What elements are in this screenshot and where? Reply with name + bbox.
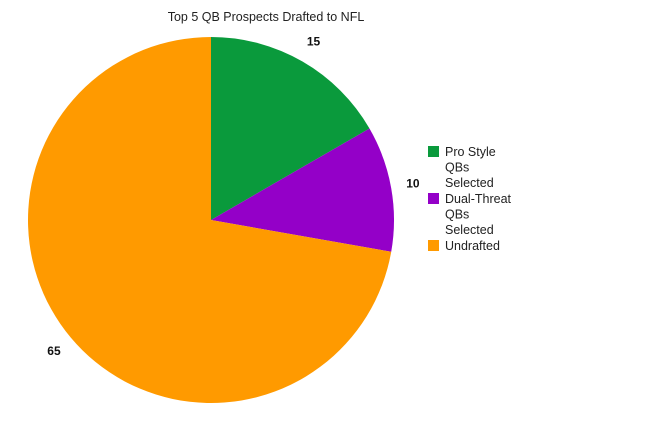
legend-entry-1: Pro Style QBs Selected (428, 145, 496, 190)
legend-label-line: Selected (445, 223, 494, 237)
pie-data-labels: 15 10 65 (47, 35, 420, 358)
legend-label-line: Selected (445, 176, 494, 190)
legend-swatch-1 (428, 146, 439, 157)
legend-label-line: QBs (445, 208, 469, 222)
pie-slice-2 (211, 128, 395, 252)
legend-label-line: QBs (445, 161, 469, 175)
legend-entry-2: Dual-Threat QBs Selected (428, 192, 512, 237)
pie-slice-1 (211, 37, 370, 220)
legend-entry-3: Undrafted (428, 239, 500, 253)
legend-label-2: Dual-Threat QBs Selected (445, 192, 512, 237)
legend-label-line: Dual-Threat (445, 192, 512, 206)
data-label-2: 10 (406, 177, 420, 191)
data-label-3: 65 (47, 344, 61, 358)
legend-label-line: Undrafted (445, 239, 500, 253)
legend-swatch-2 (428, 193, 439, 204)
pie-slices (27, 37, 395, 403)
chart-title: Top 5 QB Prospects Drafted to NFL (168, 10, 365, 24)
legend-label-line: Pro Style (445, 145, 496, 159)
legend-label-3: Undrafted (445, 239, 500, 253)
data-label-1: 15 (307, 35, 321, 49)
legend-swatch-3 (428, 240, 439, 251)
pie-slice-3 (27, 37, 392, 403)
legend-label-1: Pro Style QBs Selected (445, 145, 496, 190)
